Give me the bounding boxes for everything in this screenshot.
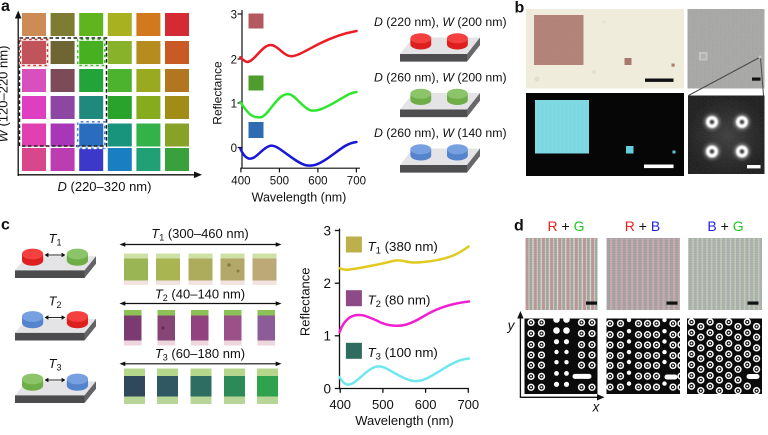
svg-text:R + B: R + B: [625, 218, 660, 234]
svg-text:T2 (40–140 nm): T2 (40–140 nm): [155, 287, 245, 304]
svg-text:W (120–220 nm): W (120–220 nm): [0, 46, 11, 143]
svg-text:a: a: [1, 0, 10, 15]
svg-text:Wavelength (nm): Wavelength (nm): [252, 191, 347, 205]
svg-text:T1: T1: [49, 231, 62, 248]
svg-text:600: 600: [308, 176, 327, 188]
svg-text:D (260 nm), W (140 nm): D (260 nm), W (140 nm): [374, 126, 507, 140]
svg-text:b: b: [515, 0, 525, 17]
svg-text:c: c: [1, 217, 10, 234]
svg-text:Reflectance: Reflectance: [211, 61, 225, 125]
svg-text:T2: T2: [49, 294, 62, 311]
svg-text:600: 600: [415, 397, 437, 412]
svg-text:D (220–320 nm): D (220–320 nm): [58, 179, 152, 194]
svg-text:400: 400: [329, 397, 351, 412]
svg-text:3: 3: [323, 223, 331, 238]
svg-text:x: x: [592, 400, 601, 415]
svg-text:0: 0: [323, 381, 331, 396]
svg-text:3: 3: [231, 9, 237, 21]
svg-text:y: y: [507, 318, 516, 333]
svg-text:400: 400: [231, 176, 250, 188]
svg-text:700: 700: [347, 176, 366, 188]
svg-text:D (260 nm), W (200 nm): D (260 nm), W (200 nm): [374, 71, 507, 85]
svg-text:700: 700: [457, 397, 479, 412]
svg-text:2: 2: [231, 54, 237, 66]
svg-text:T3 (100 nm): T3 (100 nm): [368, 345, 438, 363]
svg-text:1: 1: [323, 329, 331, 344]
svg-text:T3 (60–180 nm): T3 (60–180 nm): [155, 346, 245, 363]
svg-text:T2 (80 nm): T2 (80 nm): [368, 292, 431, 310]
svg-text:2: 2: [323, 276, 331, 291]
svg-text:500: 500: [372, 397, 394, 412]
svg-text:D (220 nm), W (200 nm): D (220 nm), W (200 nm): [374, 15, 507, 29]
svg-text:Reflectance: Reflectance: [298, 267, 313, 336]
svg-text:T1 (380 nm): T1 (380 nm): [368, 239, 438, 256]
svg-text:d: d: [514, 218, 524, 235]
svg-text:B + G: B + G: [707, 218, 743, 234]
svg-text:T1 (300–460 nm): T1 (300–460 nm): [151, 226, 249, 243]
svg-text:0: 0: [231, 143, 237, 155]
svg-text:500: 500: [270, 176, 289, 188]
svg-text:R + G: R + G: [548, 218, 585, 234]
svg-text:T3: T3: [49, 356, 62, 373]
svg-text:Wavelength (nm): Wavelength (nm): [355, 413, 454, 428]
svg-text:1: 1: [231, 98, 237, 110]
